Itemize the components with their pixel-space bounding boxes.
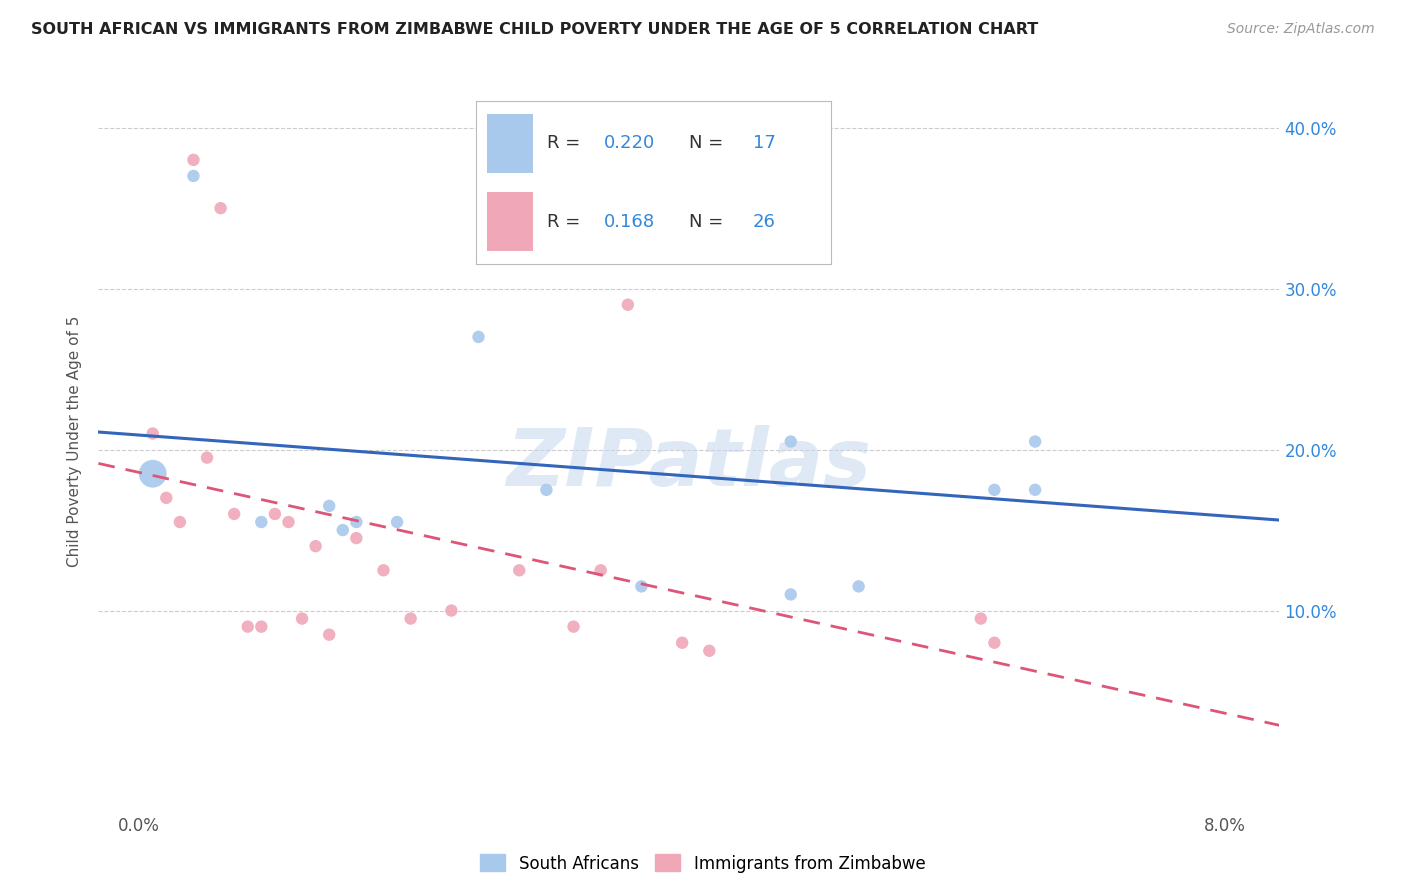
Point bbox=[304, 539, 326, 553]
Point bbox=[142, 467, 165, 481]
Point bbox=[508, 563, 530, 577]
Text: Source: ZipAtlas.com: Source: ZipAtlas.com bbox=[1227, 22, 1375, 37]
Point bbox=[617, 298, 640, 312]
Point bbox=[155, 491, 177, 505]
Point bbox=[1024, 483, 1046, 497]
Point bbox=[236, 619, 259, 633]
Point bbox=[399, 611, 422, 625]
Point bbox=[1024, 434, 1046, 449]
Point bbox=[195, 450, 218, 465]
Point bbox=[385, 515, 408, 529]
Point bbox=[318, 628, 340, 642]
Point bbox=[224, 507, 246, 521]
Point bbox=[250, 619, 273, 633]
Point bbox=[562, 619, 585, 633]
Point bbox=[183, 153, 205, 167]
Point bbox=[671, 241, 693, 255]
Point bbox=[291, 611, 314, 625]
Point bbox=[970, 611, 993, 625]
Legend: South Africans, Immigrants from Zimbabwe: South Africans, Immigrants from Zimbabwe bbox=[474, 847, 932, 880]
Point bbox=[344, 531, 367, 545]
Point bbox=[536, 483, 558, 497]
Point bbox=[440, 603, 463, 617]
Point bbox=[630, 579, 652, 593]
Point bbox=[589, 563, 612, 577]
Point bbox=[183, 169, 205, 183]
Point bbox=[467, 330, 489, 344]
Point bbox=[983, 483, 1005, 497]
Point bbox=[697, 644, 720, 658]
Point bbox=[983, 636, 1005, 650]
Point bbox=[318, 499, 340, 513]
Y-axis label: Child Poverty Under the Age of 5: Child Poverty Under the Age of 5 bbox=[67, 316, 83, 567]
Text: ZIPatlas: ZIPatlas bbox=[506, 425, 872, 503]
Point bbox=[264, 507, 287, 521]
Point bbox=[779, 434, 801, 449]
Point bbox=[848, 579, 870, 593]
Point bbox=[671, 636, 693, 650]
Point bbox=[344, 515, 367, 529]
Point bbox=[250, 515, 273, 529]
Point bbox=[332, 523, 354, 537]
Point bbox=[373, 563, 395, 577]
Point bbox=[142, 426, 165, 441]
Point bbox=[779, 587, 801, 601]
Point bbox=[209, 201, 232, 215]
Point bbox=[277, 515, 299, 529]
Text: SOUTH AFRICAN VS IMMIGRANTS FROM ZIMBABWE CHILD POVERTY UNDER THE AGE OF 5 CORRE: SOUTH AFRICAN VS IMMIGRANTS FROM ZIMBABW… bbox=[31, 22, 1038, 37]
Point bbox=[169, 515, 191, 529]
